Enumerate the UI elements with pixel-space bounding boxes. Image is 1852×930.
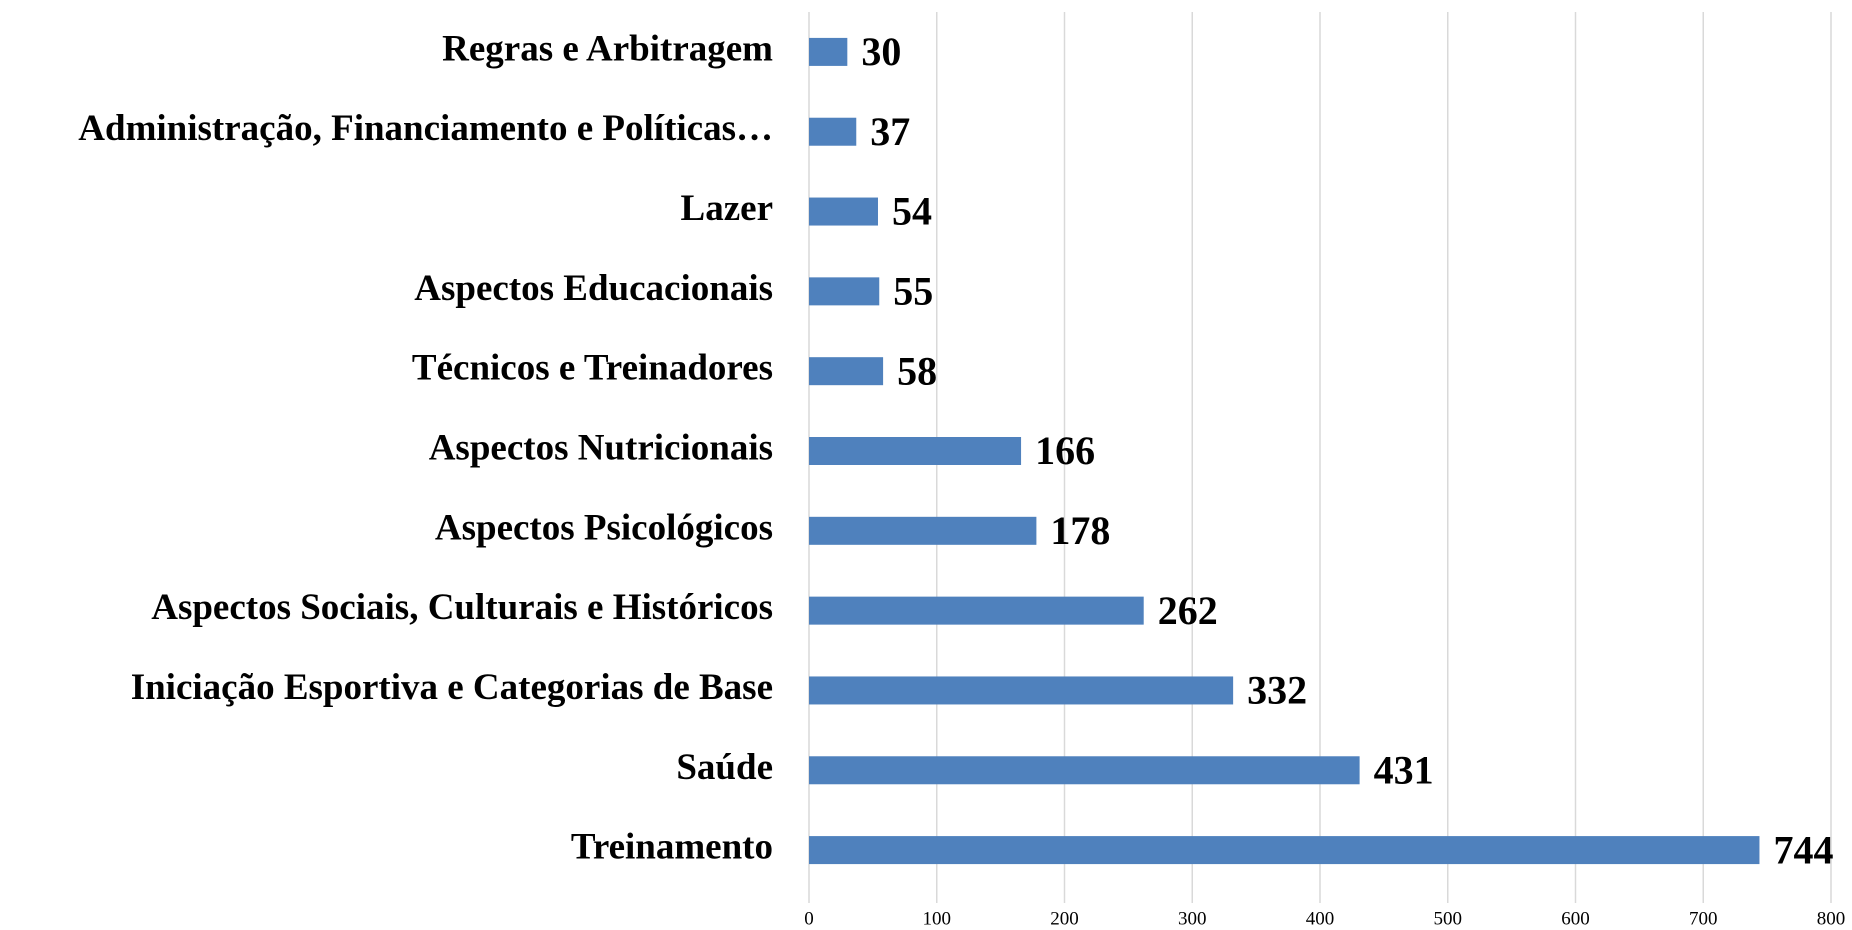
value-label: 30 — [861, 29, 901, 74]
bar — [809, 357, 884, 386]
bar — [809, 117, 857, 146]
value-label: 744 — [1773, 827, 1833, 872]
value-label: 332 — [1247, 668, 1307, 713]
x-tick-label: 800 — [1817, 908, 1846, 929]
value-label: 55 — [893, 269, 933, 314]
bar — [809, 437, 1022, 465]
y-tick-label: Administração, Financiamento e Políticas… — [78, 108, 773, 149]
value-label: 262 — [1158, 588, 1218, 633]
bar — [809, 37, 848, 66]
y-tick-label: Iniciação Esportiva e Categorias de Base — [131, 667, 773, 708]
value-label: 166 — [1035, 428, 1095, 473]
x-tick-label: 200 — [1050, 908, 1079, 929]
x-tick-label: 500 — [1434, 908, 1463, 929]
y-tick-label: Aspectos Psicológicos — [435, 507, 773, 548]
bar — [809, 596, 1144, 625]
bar — [809, 516, 1037, 545]
y-tick-label: Saúde — [676, 747, 773, 788]
x-tick-label: 100 — [923, 908, 952, 929]
bar — [809, 197, 878, 226]
value-label: 58 — [897, 348, 937, 393]
y-tick-label: Lazer — [681, 188, 773, 229]
x-tick-label: 400 — [1306, 908, 1335, 929]
bar — [809, 756, 1360, 785]
y-tick-label: Regras e Arbitragem — [442, 28, 773, 69]
value-label: 54 — [892, 189, 932, 234]
y-tick-label: Aspectos Nutricionais — [429, 427, 773, 468]
value-label: 431 — [1374, 747, 1434, 792]
x-tick-label: 700 — [1689, 908, 1718, 929]
y-tick-label: Aspectos Sociais, Culturais e Históricos — [151, 587, 773, 628]
x-tick-label: 300 — [1178, 908, 1207, 929]
x-tick-label: 600 — [1561, 908, 1590, 929]
y-tick-label: Treinamento — [571, 827, 773, 868]
y-tick-label: Aspectos Educacionais — [414, 268, 773, 309]
x-tick-label: 0 — [804, 908, 814, 929]
y-tick-label: Técnicos e Treinadores — [412, 348, 773, 389]
bar — [809, 676, 1234, 705]
bar — [809, 277, 880, 306]
value-label: 178 — [1050, 508, 1110, 553]
value-label: 37 — [870, 109, 910, 154]
bar — [809, 836, 1760, 865]
